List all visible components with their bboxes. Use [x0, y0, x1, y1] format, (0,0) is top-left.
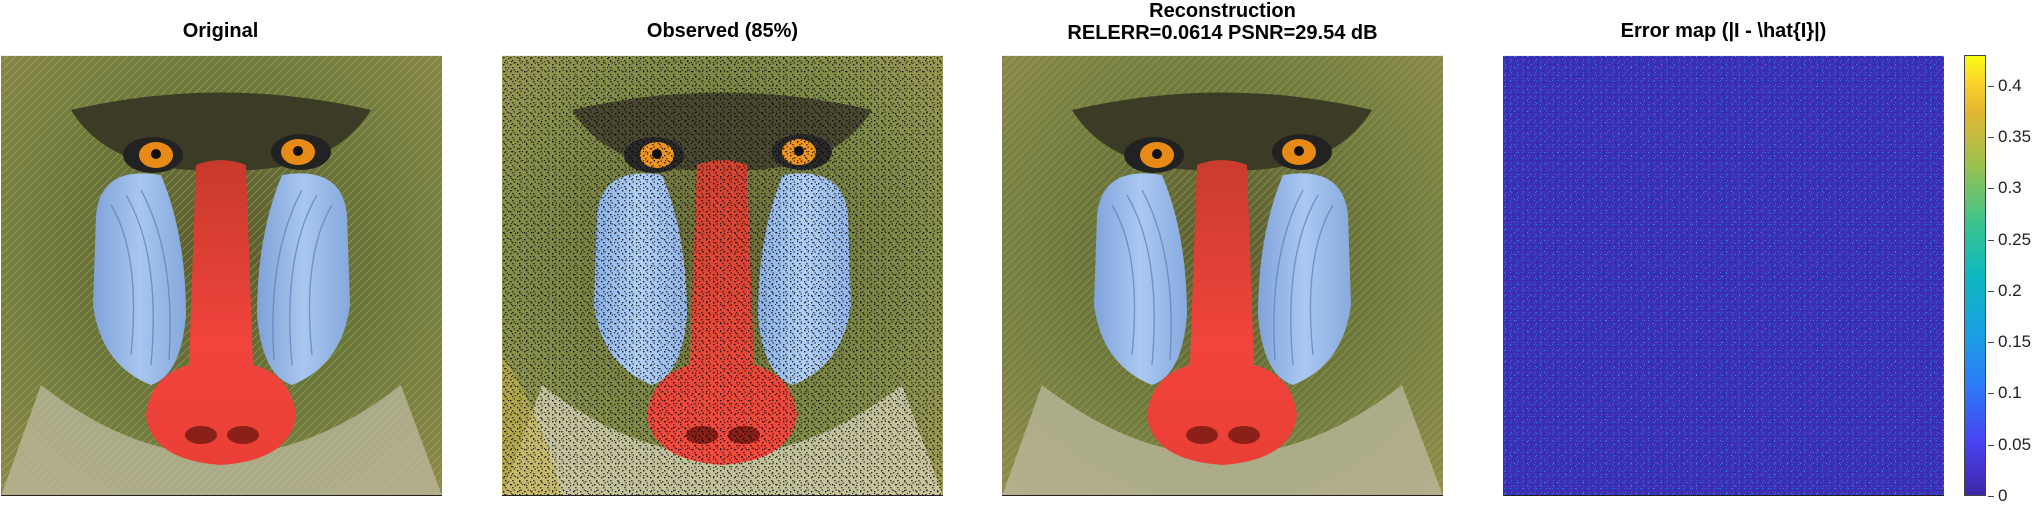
- colorbar-tick-label: 0.35: [1998, 127, 2032, 146]
- colorbar-tick-label: 0.25: [1998, 230, 2032, 249]
- observed-image: [502, 55, 943, 496]
- title-original: Original: [182, 20, 259, 42]
- colorbar-tick: [1988, 393, 1994, 394]
- baboon-observed: [502, 55, 943, 496]
- colorbar-tick: [1988, 342, 1994, 343]
- error-map-image: [1503, 55, 1944, 496]
- colorbar-tick-label: 0: [1998, 486, 2008, 505]
- colorbar-tick: [1988, 496, 1994, 497]
- colorbar: [1964, 55, 1986, 496]
- title-reconstruction-metrics: RELERR=0.0614 PSNR=29.54 dB: [1067, 22, 1378, 44]
- colorbar-tick-label: 0.1: [1998, 383, 2022, 402]
- baboon-original: [1, 55, 442, 496]
- original-image: [1, 55, 442, 496]
- colorbar-tick: [1988, 188, 1994, 189]
- error-map-heatmap: [1503, 55, 1944, 496]
- title-observed: Observed (85%): [646, 20, 799, 42]
- colorbar-tick: [1988, 291, 1994, 292]
- reconstruction-image: [1002, 55, 1443, 496]
- colorbar-tick-label: 0.3: [1998, 178, 2022, 197]
- colorbar-tick: [1988, 86, 1994, 87]
- colorbar-tick: [1988, 137, 1994, 138]
- title-reconstruction: Reconstruction: [1149, 0, 1296, 22]
- title-error-map: Error map (|I - \hat{I}|): [1620, 20, 1827, 42]
- colorbar-tick-label: 0.4: [1998, 76, 2022, 95]
- colorbar-tick: [1988, 240, 1994, 241]
- colorbar-tick-label: 0.15: [1998, 332, 2032, 351]
- colorbar-tick: [1988, 445, 1994, 446]
- colorbar-tick-label: 0.2: [1998, 281, 2022, 300]
- colorbar-tick-label: 0.05: [1998, 435, 2032, 454]
- baboon-reconstruction: [1002, 55, 1443, 496]
